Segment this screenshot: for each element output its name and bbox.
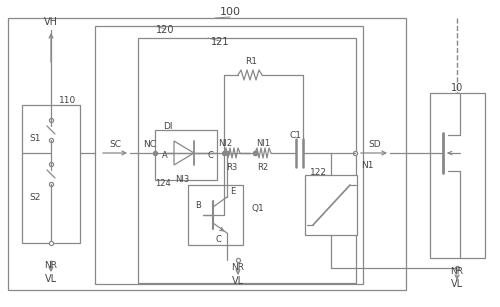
Text: DI: DI — [164, 122, 173, 130]
Text: B: B — [195, 201, 201, 211]
Bar — [95, 26, 363, 284]
Polygon shape — [174, 141, 194, 165]
Text: NI1: NI1 — [256, 138, 270, 147]
Text: S1: S1 — [29, 134, 40, 142]
Text: NI2: NI2 — [218, 138, 232, 147]
Text: 100: 100 — [220, 7, 240, 17]
Text: R1: R1 — [245, 56, 257, 65]
Bar — [155, 130, 217, 180]
Text: VH: VH — [44, 17, 58, 27]
Text: VL: VL — [45, 274, 57, 284]
Text: NR: NR — [450, 266, 464, 275]
Text: Q1: Q1 — [252, 204, 265, 213]
Text: 110: 110 — [60, 95, 76, 104]
Text: E: E — [230, 188, 235, 196]
Text: A: A — [162, 150, 168, 160]
Bar — [22, 105, 80, 243]
Text: VL: VL — [451, 279, 463, 289]
Text: C1: C1 — [290, 130, 302, 139]
Text: R3: R3 — [226, 162, 237, 172]
Text: NR: NR — [44, 261, 58, 270]
Text: NC: NC — [144, 139, 156, 149]
Bar — [188, 185, 243, 245]
Text: S2: S2 — [29, 193, 40, 203]
Bar — [8, 18, 406, 290]
Text: 10: 10 — [451, 83, 463, 93]
Text: 121: 121 — [211, 37, 229, 47]
Text: VL: VL — [232, 276, 244, 286]
Text: 122: 122 — [310, 168, 326, 177]
Bar — [305, 175, 357, 235]
Text: NR: NR — [232, 263, 244, 273]
Text: 120: 120 — [156, 25, 174, 35]
Bar — [430, 93, 485, 258]
Text: 124: 124 — [155, 178, 171, 188]
Text: C: C — [215, 235, 221, 244]
Text: SD: SD — [368, 139, 382, 149]
Text: N1: N1 — [361, 161, 373, 169]
Bar — [138, 38, 356, 283]
Text: SC: SC — [109, 139, 121, 149]
Text: NI3: NI3 — [175, 176, 189, 185]
Text: C: C — [208, 150, 214, 160]
Text: R2: R2 — [258, 162, 268, 172]
